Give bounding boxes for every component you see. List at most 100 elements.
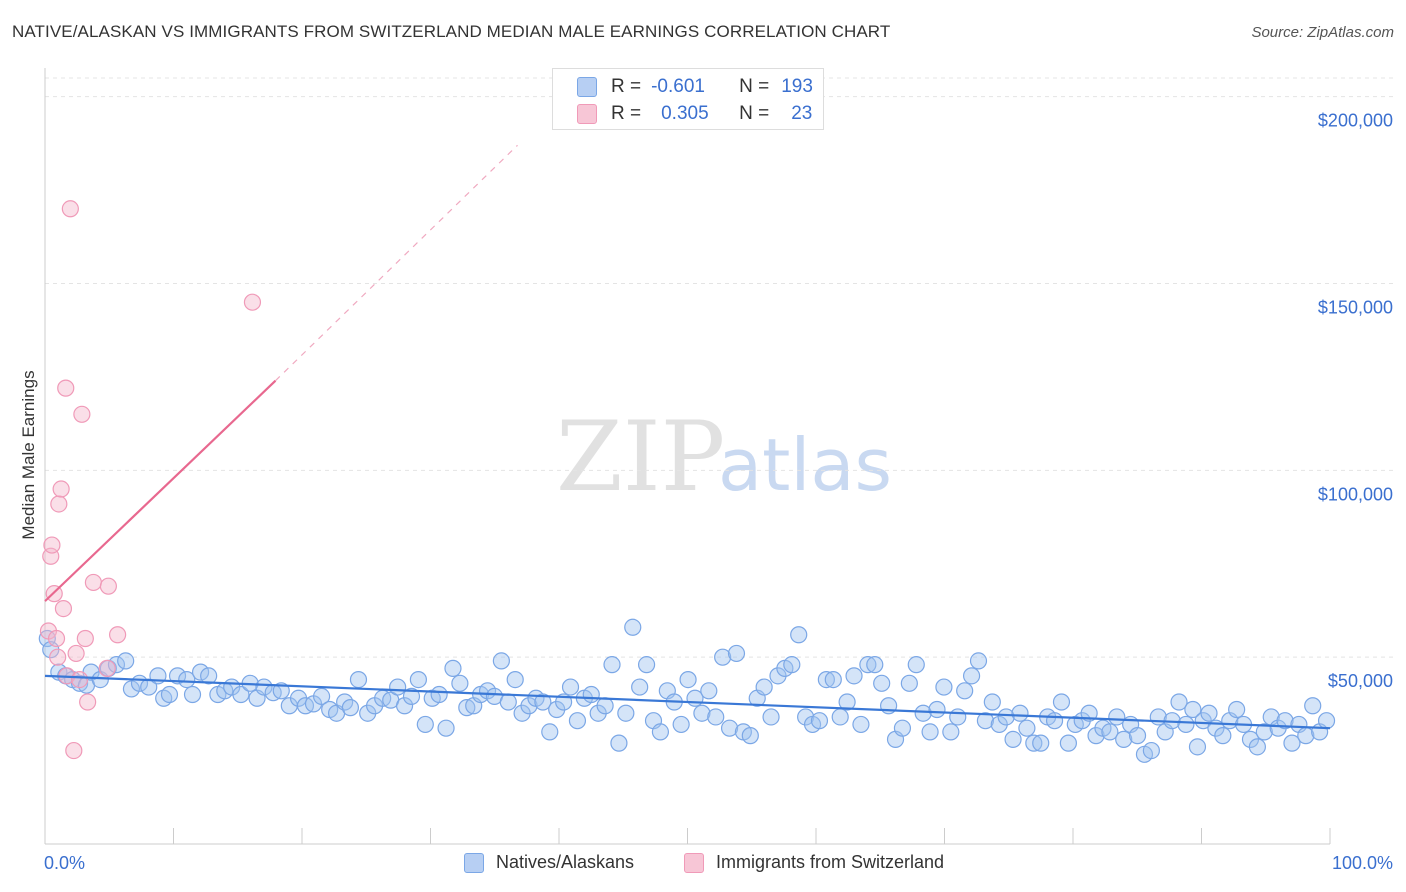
data-point-switzerland xyxy=(79,693,97,711)
data-point-natives xyxy=(603,656,621,674)
data-point-natives xyxy=(714,648,732,666)
data-point-switzerland xyxy=(73,405,91,423)
data-point-natives xyxy=(755,678,773,696)
data-point-natives xyxy=(1004,730,1022,748)
data-point-natives xyxy=(741,727,759,745)
x-tick-label-left: 0.0% xyxy=(44,853,85,873)
data-point-natives xyxy=(541,723,559,741)
data-point-natives xyxy=(1018,719,1036,737)
trendline-switzerland xyxy=(44,379,277,602)
chart-legend: Natives/Alaskans Immigrants from Switzer… xyxy=(0,852,1406,878)
data-point-natives xyxy=(499,693,517,711)
data-point-natives xyxy=(255,678,273,696)
watermark-atlas: atlas xyxy=(718,423,892,507)
legend-item-natives[interactable]: Natives/Alaskans xyxy=(464,852,634,873)
y-tick-label: $150,000 xyxy=(1318,298,1393,318)
data-point-switzerland xyxy=(54,599,73,618)
stats-row-natives: R = -0.601 N = 193 xyxy=(577,75,813,99)
data-point-natives xyxy=(1011,704,1029,722)
legend-label-switzerland: Immigrants from Switzerland xyxy=(716,852,945,872)
data-point-natives xyxy=(859,656,877,674)
data-point-natives xyxy=(610,734,628,752)
data-point-natives xyxy=(70,674,89,692)
x-tick-label-right: 100.0% xyxy=(1332,853,1393,873)
data-point-switzerland xyxy=(47,629,66,648)
data-point-natives xyxy=(693,704,711,722)
chart-title: NATIVE/ALASKAN VS IMMIGRANTS FROM SWITZE… xyxy=(12,22,891,41)
data-point-natives xyxy=(679,670,697,689)
data-point-natives xyxy=(416,715,434,734)
legend-swatch-switzerland xyxy=(684,852,704,873)
stats-n-value: 193 xyxy=(781,76,813,97)
data-point-natives xyxy=(672,715,690,734)
data-point-natives xyxy=(1317,712,1336,730)
data-point-natives xyxy=(1025,734,1043,752)
data-point-natives xyxy=(1059,734,1077,752)
data-point-natives xyxy=(341,699,360,717)
data-point-natives xyxy=(817,670,835,689)
data-point-natives xyxy=(191,663,210,681)
data-point-natives xyxy=(107,656,126,674)
data-point-natives xyxy=(727,644,746,663)
data-point-natives xyxy=(395,697,414,715)
data-point-natives xyxy=(624,618,642,636)
watermark-zip: ZIP xyxy=(556,401,725,513)
data-point-natives xyxy=(437,719,455,737)
data-point-natives xyxy=(117,652,135,670)
data-point-natives xyxy=(900,674,918,692)
data-point-natives xyxy=(976,712,995,730)
data-point-natives xyxy=(707,708,725,726)
data-point-natives xyxy=(200,667,218,685)
data-point-natives xyxy=(1032,734,1050,752)
stats-r-value: -0.601 xyxy=(651,76,705,97)
data-point-switzerland xyxy=(99,577,117,595)
data-point-natives xyxy=(852,715,870,734)
legend-item-switzerland[interactable]: Immigrants from Switzerland xyxy=(684,852,944,873)
data-point-natives xyxy=(928,700,946,719)
data-point-natives xyxy=(983,693,1001,711)
data-point-natives xyxy=(631,678,649,696)
stats-n-label: N = xyxy=(739,103,770,124)
data-point-natives xyxy=(935,678,953,696)
data-point-natives xyxy=(1045,712,1064,730)
data-point-natives xyxy=(534,693,552,711)
data-point-natives xyxy=(1108,708,1126,726)
data-point-natives xyxy=(349,670,368,689)
data-point-switzerland xyxy=(43,536,61,554)
data-point-natives xyxy=(762,708,780,726)
data-point-natives xyxy=(430,685,448,704)
data-point-natives xyxy=(1101,723,1119,741)
data-point-natives xyxy=(962,667,981,685)
stats-n-value: 23 xyxy=(791,103,813,124)
legend-label-natives: Natives/Alaskans xyxy=(496,852,635,872)
stats-n-label: N = xyxy=(739,76,770,97)
data-point-switzerland xyxy=(70,670,89,689)
data-point-switzerland xyxy=(243,293,262,311)
data-point-switzerland xyxy=(84,573,103,592)
data-point-natives xyxy=(997,708,1015,726)
data-point-natives xyxy=(232,685,250,704)
data-point-natives xyxy=(651,723,670,741)
data-point-natives xyxy=(790,626,808,644)
data-point-natives xyxy=(845,667,863,685)
data-point-natives xyxy=(1200,704,1218,722)
data-point-natives xyxy=(1115,730,1133,748)
data-point-natives xyxy=(1177,715,1195,734)
data-point-natives xyxy=(893,719,912,737)
data-point-natives xyxy=(160,685,179,704)
data-point-natives xyxy=(617,704,635,722)
data-point-natives xyxy=(866,656,884,674)
data-point-natives xyxy=(810,712,829,730)
data-point-natives xyxy=(444,659,462,677)
data-point-natives xyxy=(312,687,331,706)
data-point-natives xyxy=(1142,741,1160,760)
data-point-natives xyxy=(1248,738,1266,756)
data-point-natives xyxy=(1255,723,1273,741)
trendline-switzerland-extension xyxy=(275,144,518,382)
data-point-natives xyxy=(831,708,849,726)
data-point-natives xyxy=(956,682,974,700)
y-tick-label: $200,000 xyxy=(1318,111,1393,131)
data-point-natives xyxy=(568,712,587,730)
data-point-natives xyxy=(969,652,988,670)
